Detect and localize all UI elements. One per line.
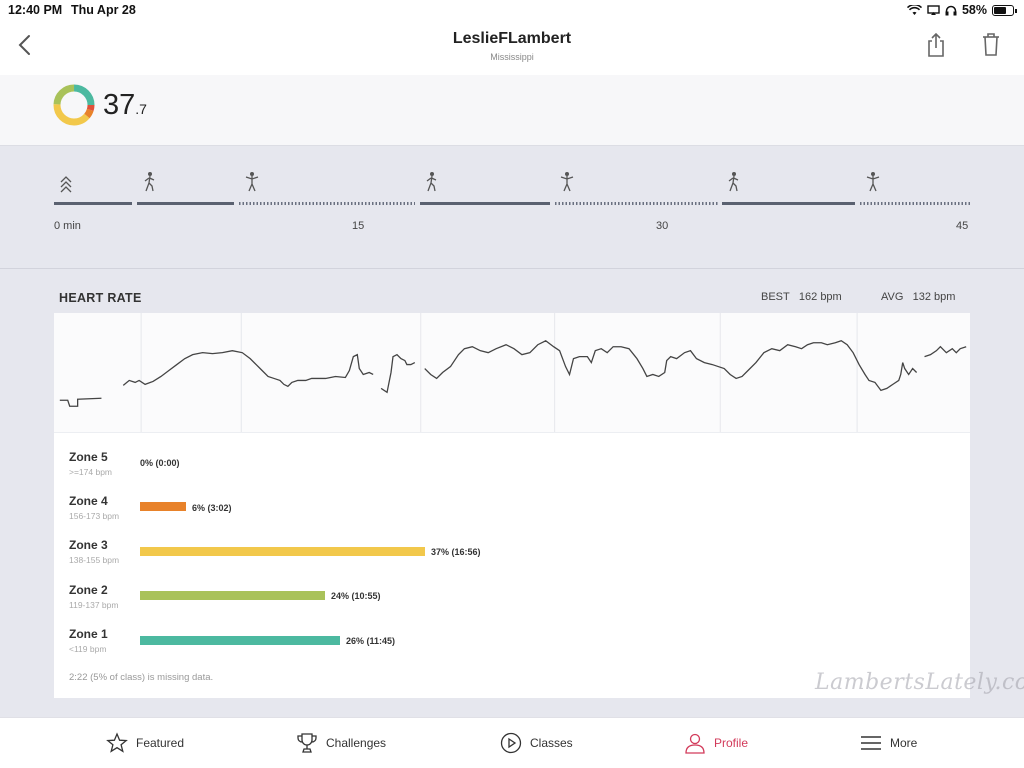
- screen-mirror-icon: [927, 4, 940, 15]
- tab-label: Profile: [714, 736, 749, 750]
- chevrons-up-icon: [60, 176, 72, 193]
- tab-label: Featured: [136, 736, 185, 750]
- score-section: 37.7: [0, 75, 1024, 146]
- battery-percent: 58%: [961, 3, 987, 17]
- heart-rate-panel: Zone 5 >=174 bpm 0% (0:00) Zone 4 156-17…: [54, 313, 970, 698]
- share-icon[interactable]: [926, 32, 946, 58]
- zone-3-label: 37% (16:56): [431, 547, 481, 557]
- page-subtitle: Mississippi: [490, 52, 534, 62]
- score-value: 37.7: [103, 89, 147, 122]
- zone-row-5: Zone 5 >=174 bpm: [69, 450, 112, 477]
- standing-icon: [245, 172, 259, 192]
- timeline-segment: [54, 202, 132, 205]
- timeline-tick: 45: [956, 220, 969, 232]
- zone-range: 119-137 bpm: [69, 600, 119, 610]
- zone-2-label: 24% (10:55): [331, 591, 381, 601]
- score-int: 37: [103, 89, 136, 121]
- heart-rate-line: [380, 353, 416, 394]
- headphones-icon: [945, 5, 957, 15]
- zone-range: <119 bpm: [69, 644, 107, 654]
- status-date: Thu Apr 28: [71, 3, 136, 17]
- zone-row-4: Zone 4 156-173 bpm: [69, 494, 119, 521]
- zone-row-1: Zone 1 <119 bpm: [69, 627, 108, 654]
- wifi-icon: [906, 4, 922, 15]
- bottom-tab-bar: Featured Challenges Classes Profile More: [0, 717, 1024, 768]
- battery-icon: [992, 4, 1017, 16]
- trash-icon[interactable]: [982, 32, 1000, 56]
- timeline-segment: [137, 202, 234, 205]
- zone-3-bar: [140, 547, 425, 556]
- timeline-segment: [860, 202, 970, 205]
- best-value: 162 bpm: [798, 291, 842, 303]
- tab-featured[interactable]: Featured: [106, 732, 184, 754]
- back-icon[interactable]: [16, 34, 36, 56]
- heart-rate-line: [122, 350, 374, 388]
- tab-more[interactable]: More: [860, 732, 917, 754]
- status-right: 58%: [906, 3, 1017, 17]
- star-icon: [106, 732, 128, 753]
- status-time: 12:40 PM: [8, 3, 63, 17]
- score-decimal: .7: [135, 101, 147, 117]
- best-label: BEST: [761, 291, 790, 303]
- walking-icon: [144, 172, 155, 192]
- zone-range: 156-173 bpm: [69, 511, 120, 521]
- person-icon: [685, 733, 705, 754]
- zone-2-bar: [140, 591, 325, 600]
- zone-name: Zone 2: [69, 583, 108, 597]
- timeline-segment: [555, 202, 718, 205]
- status-bar: 12:40 PM Thu Apr 28 58%: [0, 0, 1024, 20]
- tab-classes[interactable]: Classes: [500, 732, 573, 754]
- zone-5-label: 0% (0:00): [140, 458, 180, 468]
- walking-icon: [728, 172, 739, 192]
- missing-data-note: 2:22 (5% of class) is missing data.: [69, 672, 214, 683]
- zone-name: Zone 5: [69, 450, 108, 464]
- avg-value: 132 bpm: [912, 291, 956, 303]
- timeline-tick: 0 min: [54, 220, 81, 232]
- heart-rate-line: [924, 345, 967, 358]
- zone-name: Zone 4: [69, 494, 108, 508]
- zone-1-label: 26% (11:45): [346, 636, 396, 646]
- standing-icon: [560, 172, 574, 192]
- class-timeline: 0 min 15 30 45: [0, 147, 1024, 269]
- zone-name: Zone 1: [69, 627, 108, 641]
- best-stat: BEST 162 bpm: [761, 291, 842, 303]
- heart-rate-line: [59, 397, 102, 407]
- zone-range: 138-155 bpm: [69, 555, 120, 565]
- zone-range: >=174 bpm: [69, 467, 113, 477]
- zone-row-3: Zone 3 138-155 bpm: [69, 538, 119, 565]
- tab-label: Classes: [530, 736, 573, 750]
- walking-icon: [426, 172, 437, 192]
- heart-rate-title: HEART RATE: [59, 291, 142, 305]
- tab-profile[interactable]: Profile: [684, 732, 748, 754]
- zone-4-bar: [140, 502, 186, 511]
- zone-row-2: Zone 2 119-137 bpm: [69, 583, 118, 610]
- timeline-segment: [239, 202, 415, 205]
- tab-challenges[interactable]: Challenges: [296, 732, 386, 754]
- timeline-segment: [722, 202, 855, 205]
- trophy-icon: [297, 733, 317, 753]
- header: LeslieFLambert Mississippi: [0, 20, 1024, 75]
- tab-label: More: [890, 736, 918, 750]
- page-title: LeslieFLambert: [452, 30, 572, 47]
- play-circle-icon: [500, 732, 522, 754]
- timeline-segment: [420, 202, 550, 205]
- menu-icon: [861, 736, 881, 750]
- zone-name: Zone 3: [69, 538, 108, 552]
- zone-ring-icon: [53, 84, 95, 126]
- heart-rate-chart: [54, 313, 970, 433]
- avg-stat: AVG 132 bpm: [881, 291, 955, 303]
- watermark: LambertsLately.com: [815, 670, 1024, 695]
- standing-icon: [866, 172, 880, 192]
- tab-label: Challenges: [326, 736, 387, 750]
- heart-rate-line: [424, 340, 918, 392]
- timeline-tick: 30: [656, 220, 669, 232]
- zone-4-label: 6% (3:02): [192, 503, 232, 513]
- avg-label: AVG: [881, 291, 904, 303]
- zone-1-bar: [140, 636, 340, 645]
- timeline-tick: 15: [352, 220, 365, 232]
